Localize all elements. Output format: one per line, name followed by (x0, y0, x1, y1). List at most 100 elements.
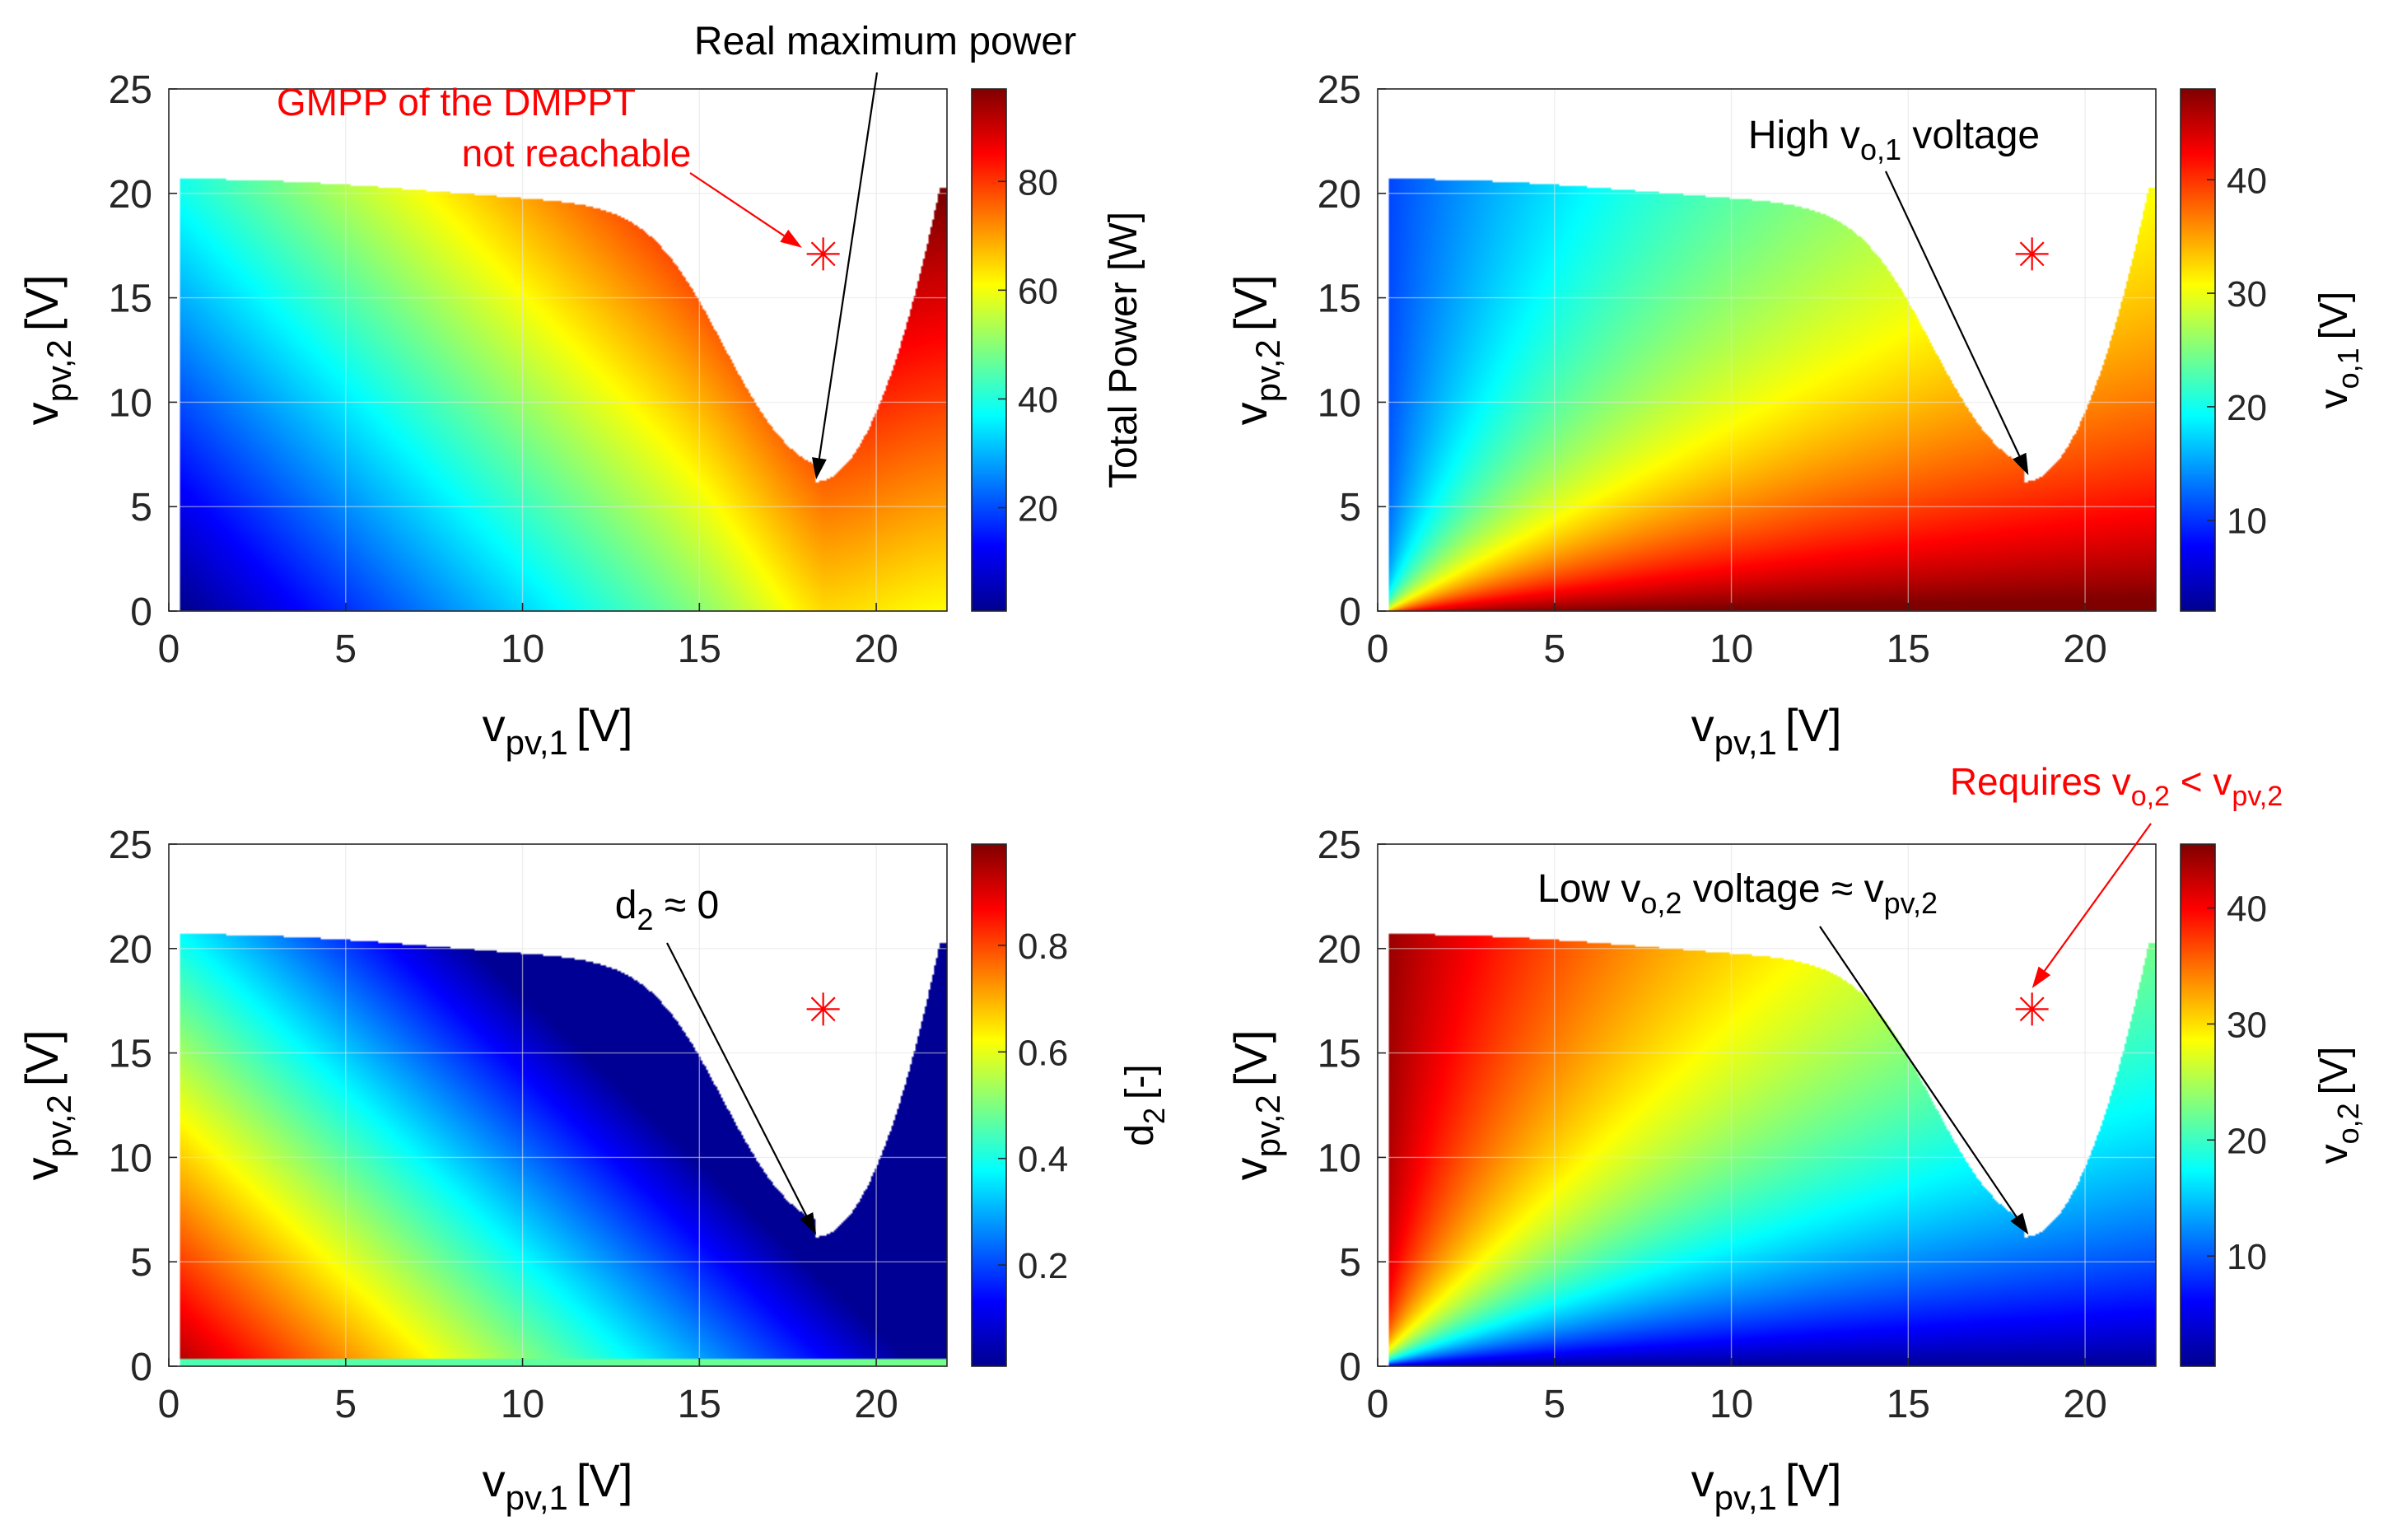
colorbar-label-main: v (2312, 389, 2356, 408)
colorbar-tick-label: 40 (2227, 889, 2267, 929)
y-tick-label: 10 (109, 1136, 152, 1180)
y-axis-label: vpv,2 [V] (1224, 1030, 1287, 1181)
annotation-gmpp-not-reachable: GMPP of the DMPPT not reachable (277, 81, 802, 248)
colorbar-ticks: 0.2 0.4 0.6 0.8 (998, 926, 1068, 1286)
y-tick-label: 20 (1318, 928, 1361, 972)
svg-text:vpv,1[V]: vpv,1 [V] (483, 1454, 633, 1517)
heatmap-image (169, 844, 947, 1366)
axes-box (168, 88, 948, 612)
colorbar-tick-label: 20 (2227, 388, 2267, 428)
colorbar-label-unit: [V] (2312, 292, 2356, 340)
x-tick-label: 20 (854, 628, 898, 671)
y-tick-label: 5 (130, 486, 152, 530)
annotation-mid: < v (2170, 760, 2232, 803)
y-tick-label: 5 (1339, 486, 1361, 530)
svg-text:Requires vo,2 < vpv,2: Requires vo,2 < vpv,2 (1950, 760, 2283, 812)
x-tick-label: 0 (1367, 1383, 1389, 1426)
annotation-pre: d (615, 884, 637, 927)
colorbar-ramp (2180, 88, 2216, 612)
x-tick-label: 10 (1710, 1383, 1753, 1426)
x-axis-label: vpv,1 [V] (483, 1454, 633, 1517)
annotation-text: Real maximum power (694, 20, 1076, 63)
ylabel-main: v (16, 1157, 68, 1180)
heatmap-image (1378, 844, 2156, 1366)
x-tick-label: 5 (1543, 1383, 1565, 1426)
asterisk-stroke (2019, 241, 2045, 267)
colorbar: 10 20 30 40 vo,1 [V] (2180, 88, 2365, 612)
x-tick-label: 20 (854, 1383, 898, 1426)
colorbar-label-sub: o,2 (2331, 1103, 2365, 1144)
y-tick-label: 25 (109, 824, 152, 867)
colorbar-tick-label: 0.2 (1018, 1246, 1068, 1286)
y-tick-label: 20 (109, 928, 152, 972)
xlabel-sub: pv,1 (1714, 1478, 1777, 1517)
axes-box (1377, 88, 2157, 612)
y-tick-label: 25 (1318, 824, 1361, 867)
ylabel-unit: [V] (1224, 1030, 1276, 1086)
colorbar-tick-label: 30 (2227, 1005, 2267, 1045)
annotation-sub: o,1 (1860, 133, 1901, 166)
y-tick-label: 0 (1339, 1346, 1361, 1389)
colorbar-tick-label: 80 (1018, 162, 1058, 203)
x-axis-label: vpv,1 [V] (1691, 699, 1842, 762)
xlabel-unit: [V] (576, 699, 632, 751)
y-tick-label: 10 (1318, 381, 1361, 425)
heatmap-vo2 (1377, 843, 2156, 1367)
y-tick-label: 5 (1339, 1241, 1361, 1285)
colorbar-label-sub: o,1 (2331, 348, 2365, 389)
colorbar-tick-label: 20 (2227, 1121, 2267, 1161)
colorbar-ramp (971, 88, 1007, 612)
gmpp-asterisk-marker (806, 237, 840, 271)
annotation-line-1: GMPP of the DMPPT (277, 81, 636, 124)
ylabel-unit: [V] (16, 1030, 68, 1086)
y-tick-label: 10 (109, 381, 152, 425)
y-tick-label: 0 (130, 1346, 152, 1389)
y-axis-label: vpv,2 [V] (16, 275, 78, 426)
colorbar-tick-label: 60 (1018, 271, 1058, 311)
colorbar-tick-label: 10 (2227, 1237, 2267, 1277)
annotation-pre: Low v (1537, 867, 1640, 911)
arrow-head (2013, 452, 2029, 476)
arrow-head (2031, 966, 2051, 988)
annotation-post: ≈ 0 (654, 884, 720, 927)
annotation-arrow (2043, 823, 2152, 972)
annotation-sub2: pv,2 (1884, 886, 1938, 920)
colorbar-ticks: 10 20 30 40 (2207, 161, 2267, 542)
colorbar-tick-label: 20 (1018, 489, 1058, 530)
x-tick-label: 15 (678, 628, 721, 671)
xlabel-main: v (1691, 699, 1714, 751)
annotation-arrow (666, 942, 808, 1216)
y-tick-label: 0 (130, 590, 152, 634)
y-axis-label: vpv,2 [V] (16, 1030, 78, 1181)
colorbar-tick-label: 10 (2227, 502, 2267, 542)
svg-text:vpv,1[V]: vpv,1 [V] (1691, 1454, 1842, 1517)
x-tick-label: 10 (1710, 628, 1753, 671)
annotation-pre: High v (1748, 114, 1860, 157)
annotation-requires: Requires vo,2 < vpv,2 (1950, 760, 2283, 988)
annotation-line-2: not reachable (462, 132, 692, 175)
arrow-head (800, 1211, 817, 1235)
annotation-low-vo2-voltage: Low vo,2 voltage ≈ vpv,2 (1537, 867, 2029, 1235)
annotation-sub: o,2 (2131, 781, 2170, 812)
colorbar-ramp (971, 843, 1007, 1367)
colorbar-label-main: d (1118, 1124, 1162, 1146)
svg-text:vpv,2[V]: vpv,2 [V] (1224, 1030, 1287, 1181)
xlabel-sub: pv,1 (506, 723, 568, 762)
ylabel-main: v (1224, 402, 1276, 425)
x-tick-label: 15 (1887, 1383, 1930, 1426)
xlabel-sub: pv,1 (506, 1478, 568, 1517)
y-tick-label: 20 (1318, 173, 1361, 217)
gmpp-asterisk-marker (2015, 992, 2049, 1026)
x-tick-label: 0 (158, 1383, 180, 1426)
y-tick-label: 25 (109, 68, 152, 112)
y-tick-label: 20 (109, 173, 152, 217)
colorbar-label: vo,1 [V] (2312, 292, 2365, 409)
colorbar-label-main: v (2312, 1144, 2356, 1164)
svg-text:Low vo,2 voltage ≈ vpv,2: Low vo,2 voltage ≈ vpv,2 (1537, 867, 1938, 920)
colorbar: 10 20 30 40 vo,2 [V] (2180, 843, 2365, 1367)
y-tick-label: 15 (1318, 278, 1361, 321)
svg-text:GMPP of the DMPPT not: GMPP of the DMPPT not reachable (277, 81, 692, 175)
heatmap-image (169, 89, 947, 611)
